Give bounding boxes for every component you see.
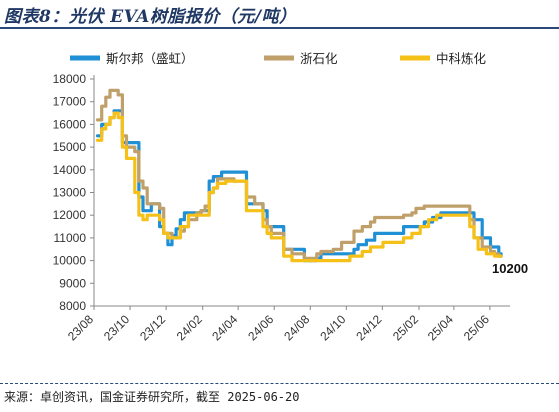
y-tick-label: 8000 xyxy=(59,299,86,313)
legend-label-series-2: 浙石化 xyxy=(300,51,338,66)
y-tick-label: 15000 xyxy=(53,140,87,154)
x-tick-label: 25/04 xyxy=(425,312,456,343)
x-tick-label: 23/08 xyxy=(65,312,96,343)
series-line-1 xyxy=(95,109,503,263)
last-value-annotation: 10200 xyxy=(492,261,528,276)
x-axis: 23/08 23/10 23/12 24/02 24/04 24/06 24/08 24/10… xyxy=(65,305,510,343)
series-line-3 xyxy=(95,111,503,263)
x-tick-label: 24/12 xyxy=(353,312,384,343)
y-tick-label: 17000 xyxy=(53,95,87,109)
x-tick-label: 24/08 xyxy=(281,312,312,343)
y-tick-label: 12000 xyxy=(53,208,87,222)
x-tick-label: 24/10 xyxy=(317,312,348,343)
y-tick-label: 13000 xyxy=(53,186,87,200)
series-line-2 xyxy=(95,88,503,260)
x-tick-label: 24/02 xyxy=(174,312,205,343)
y-tick-label: 9000 xyxy=(59,276,86,290)
legend-label-series-3: 中科炼化 xyxy=(436,51,487,66)
y-tick-label: 10000 xyxy=(53,254,87,268)
legend: 斯尔邦（盛虹） 浙石化 中科炼化 xyxy=(70,51,487,66)
y-tick-label: 16000 xyxy=(53,117,87,131)
y-tick-label: 14000 xyxy=(53,163,87,177)
footer-divider xyxy=(0,383,559,384)
x-tick-label: 25/02 xyxy=(390,312,421,343)
title-divider xyxy=(0,27,559,29)
legend-label-series-1: 斯尔邦（盛虹） xyxy=(106,51,194,66)
x-tick-label: 24/04 xyxy=(209,312,240,343)
x-tick-label: 24/06 xyxy=(245,312,276,343)
line-chart: 斯尔邦（盛虹） 浙石化 中科炼化 8000 9000 10000 11000 12000… xyxy=(53,51,529,343)
chart-title: 图表8：光伏 EVA树脂报价（元/吨） xyxy=(4,7,297,27)
series-layer xyxy=(95,88,503,263)
x-tick-label: 23/10 xyxy=(101,312,132,343)
y-axis: 8000 9000 10000 11000 12000 13000 14000 15000 16… xyxy=(53,72,95,313)
y-tick-label: 18000 xyxy=(53,72,87,86)
y-tick-label: 11000 xyxy=(54,231,87,245)
source-note: 来源：卓创资讯，国金证券研究所，截至 2025-06-20 xyxy=(4,390,300,404)
x-tick-label: 25/06 xyxy=(461,312,492,343)
x-tick-label: 23/12 xyxy=(137,312,168,343)
